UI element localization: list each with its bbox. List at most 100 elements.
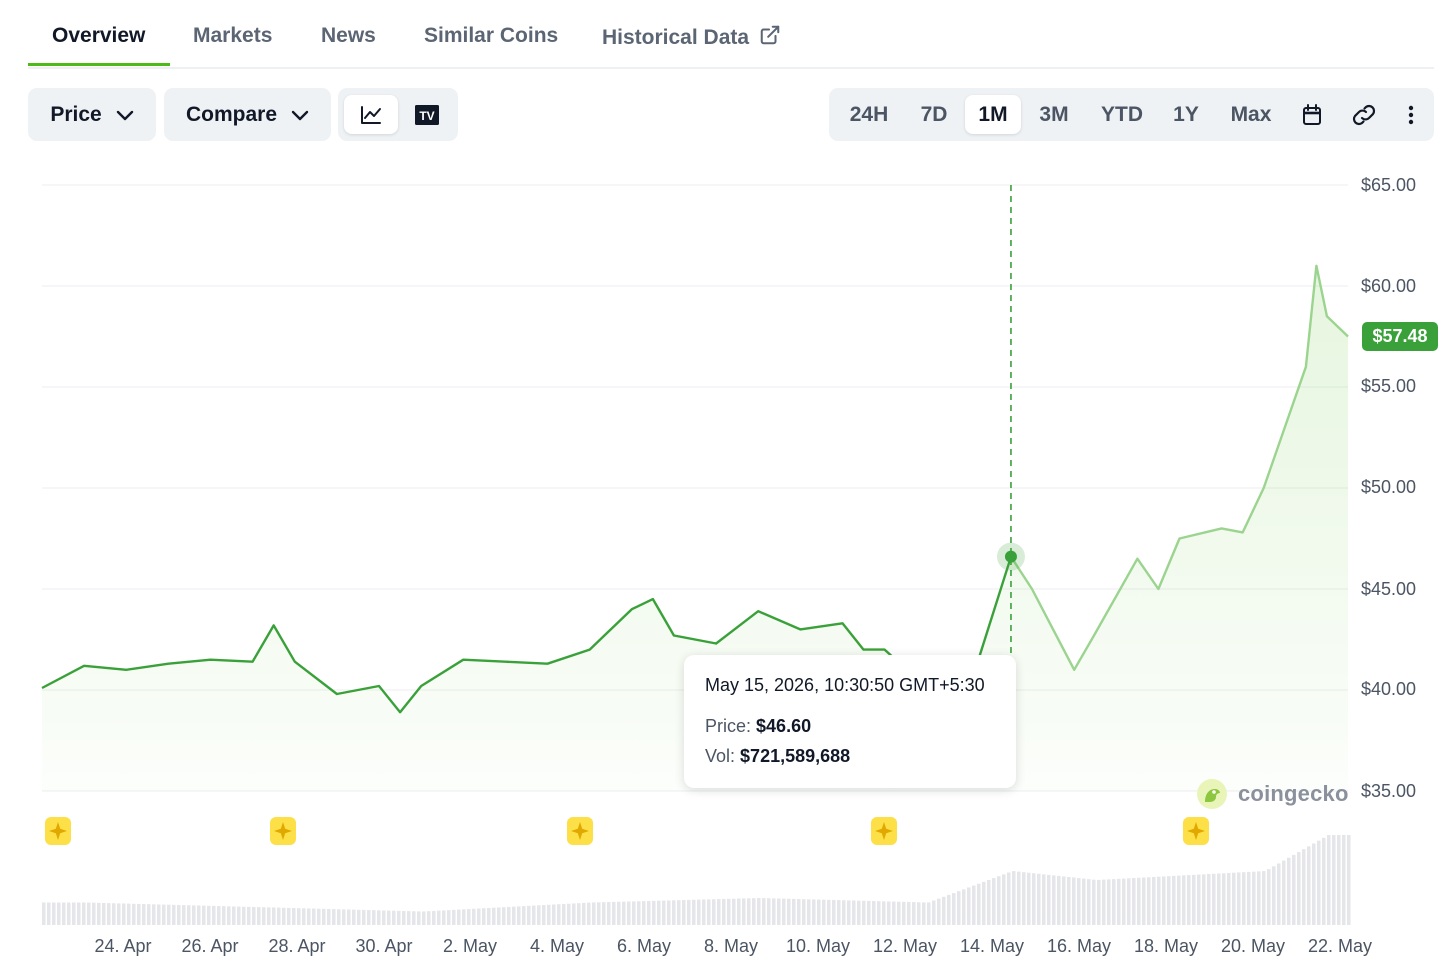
volume-bar — [512, 906, 516, 925]
volume-bar — [797, 899, 801, 925]
tab-overview[interactable]: Overview — [52, 24, 146, 47]
tradingview-button[interactable]: TV — [400, 95, 454, 134]
volume-bar — [622, 901, 626, 925]
volume-bar — [1152, 876, 1156, 925]
watermark-text: coingecko — [1238, 781, 1349, 806]
coingecko-logo-icon — [1197, 779, 1227, 809]
volume-bar — [647, 900, 651, 925]
volume-bar — [412, 911, 416, 925]
event-marker-icon[interactable] — [44, 816, 72, 846]
volume-bar — [712, 899, 716, 925]
volume-bar — [787, 898, 791, 925]
volume-bar — [532, 905, 536, 925]
volume-bar — [947, 894, 951, 925]
volume-bar — [1182, 875, 1186, 925]
volume-bar — [352, 909, 356, 925]
volume-bar — [272, 907, 276, 925]
volume-bar — [1202, 874, 1206, 925]
volume-bar — [817, 899, 821, 925]
active-tab-indicator — [28, 63, 170, 66]
range-ytd[interactable]: YTD — [1101, 102, 1143, 126]
range-1m[interactable]: 1M — [965, 95, 1021, 134]
volume-bar — [977, 883, 981, 925]
x-tick-label: 14. May — [959, 936, 1025, 956]
volume-bar — [1142, 877, 1146, 925]
range-24h[interactable]: 24H — [849, 102, 889, 126]
x-tick-label: 4. May — [529, 936, 585, 956]
volume-bar — [877, 901, 881, 925]
compare-dropdown[interactable]: Compare — [164, 88, 331, 141]
volume-bar — [497, 907, 501, 925]
tooltip-price-label: Price: — [705, 716, 752, 736]
volume-bar — [627, 901, 631, 925]
volume-bar — [142, 904, 146, 925]
range-7d[interactable]: 7D — [920, 102, 948, 126]
event-marker-icon[interactable] — [1182, 816, 1210, 846]
volume-bar — [1177, 875, 1181, 925]
event-marker-icon[interactable] — [269, 816, 297, 846]
volume-bar — [97, 902, 101, 925]
volume-bar — [482, 908, 486, 925]
volume-bar — [1007, 872, 1011, 925]
volume-bar — [1127, 878, 1131, 925]
event-marker-icon[interactable] — [870, 816, 898, 846]
line-chart-button[interactable] — [344, 95, 398, 134]
tooltip-volume-row: Vol: $721,589,688 — [705, 746, 850, 767]
volume-bar — [402, 910, 406, 925]
volume-bar — [337, 909, 341, 925]
volume-bar — [1032, 873, 1036, 925]
y-tick-label: $50.00 — [1361, 477, 1417, 497]
tab-news[interactable]: News — [321, 24, 376, 47]
volume-bar — [457, 909, 461, 925]
tab-markets[interactable]: Markets — [193, 24, 273, 47]
calendar-button[interactable] — [1292, 88, 1332, 141]
volume-bar — [697, 899, 701, 925]
volume-bar — [702, 899, 706, 925]
volume-bar — [307, 908, 311, 925]
x-tick-label: 26. Apr — [181, 936, 239, 956]
volume-bar — [962, 889, 966, 925]
volume-bar — [292, 908, 296, 925]
volume-bar — [417, 911, 421, 925]
more-options-button[interactable] — [1394, 88, 1428, 141]
tab-similar-coins[interactable]: Similar Coins — [424, 24, 559, 47]
volume-bar — [1097, 879, 1101, 925]
range-1y[interactable]: 1Y — [1173, 102, 1199, 126]
volume-bar — [202, 905, 206, 925]
volume-bar — [1252, 871, 1256, 925]
range-3m[interactable]: 3M — [1039, 102, 1069, 126]
volume-bar — [717, 899, 721, 925]
range-max[interactable]: Max — [1230, 102, 1272, 126]
x-tick-label: 6. May — [616, 936, 672, 956]
volume-bar — [262, 907, 266, 925]
volume-bar — [562, 903, 566, 925]
volume-bar — [1112, 879, 1116, 925]
volume-bar — [1187, 875, 1191, 925]
y-tick-label: $40.00 — [1361, 679, 1417, 699]
volume-bar — [867, 900, 871, 925]
volume-bar — [177, 904, 181, 925]
x-tick-label: 16. May — [1046, 936, 1112, 956]
tab-historical-data[interactable]: Historical Data — [602, 24, 781, 50]
y-tick-label: $55.00 — [1361, 376, 1417, 396]
volume-bar — [727, 898, 731, 925]
volume-bar — [217, 906, 221, 925]
volume-bar — [852, 900, 856, 925]
tooltip-price-value: $46.60 — [756, 716, 812, 736]
volume-bar — [82, 902, 86, 925]
event-marker-icon[interactable] — [566, 816, 594, 846]
volume-bar — [1062, 876, 1066, 925]
volume-bar — [672, 900, 676, 925]
x-tick-label: 10. May — [785, 936, 851, 956]
volume-bar — [342, 909, 346, 925]
volume-bar — [1272, 866, 1276, 925]
volume-bar — [1047, 874, 1051, 925]
tab-bar: Overview Markets News Similar Coins Hist… — [28, 0, 1434, 69]
price-area-fill — [42, 265, 1348, 791]
price-dropdown[interactable]: Price — [28, 88, 156, 141]
volume-bar — [462, 909, 466, 925]
volume-bar — [137, 903, 141, 925]
share-link-button[interactable] — [1343, 88, 1385, 141]
volume-bar — [372, 910, 376, 925]
